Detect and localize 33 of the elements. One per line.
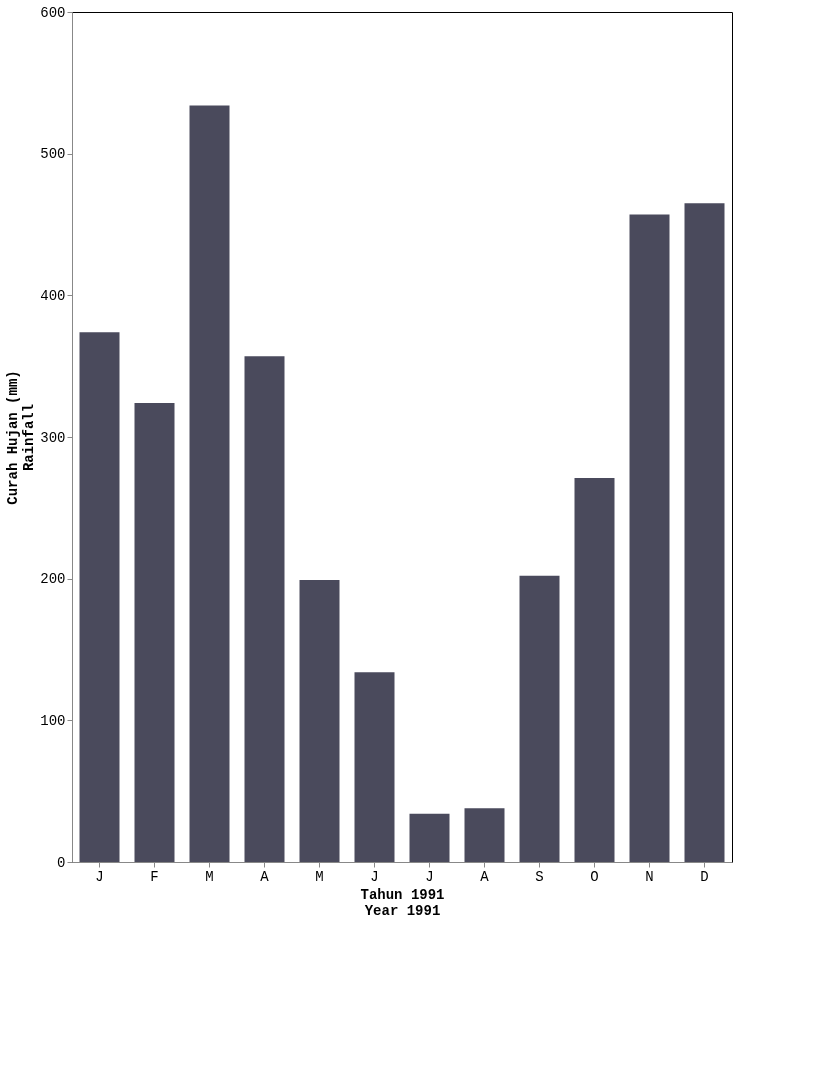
x-axis-title: Tahun 1991 Year 1991 — [360, 886, 445, 919]
bar — [299, 580, 340, 862]
x-tick-label: D — [700, 868, 709, 885]
y-axis-title: Curah Hujan (mm) Rainfall — [5, 370, 38, 505]
x-tick-label: O — [590, 868, 599, 885]
x-tick-label: S — [535, 868, 544, 885]
bar — [354, 672, 395, 862]
bar — [574, 478, 615, 862]
x-tick-label: J — [425, 868, 434, 885]
x-tick-label: M — [315, 868, 324, 885]
y-tick-label: 600 — [40, 4, 66, 21]
x-tick-label: M — [205, 868, 214, 885]
y-tick-label: 300 — [40, 429, 66, 446]
y-tick-label: 500 — [40, 146, 66, 163]
x-tick-label: J — [95, 868, 104, 885]
bar — [519, 575, 560, 862]
x-tick-label: F — [150, 868, 159, 885]
bar — [684, 203, 725, 862]
bar — [189, 105, 230, 862]
x-tick-label: J — [370, 868, 379, 885]
y-tick-label: 200 — [40, 571, 66, 588]
y-tick-label: 400 — [40, 287, 66, 304]
y-tick-label: 100 — [40, 712, 66, 729]
x-tick-label: A — [260, 868, 270, 885]
y-tick-label: 0 — [57, 854, 66, 871]
bar — [629, 214, 670, 862]
x-tick-label: A — [480, 868, 490, 885]
bar — [244, 356, 285, 862]
bar — [464, 808, 505, 862]
bar — [79, 332, 120, 862]
bar — [409, 813, 450, 862]
bar — [134, 403, 175, 862]
x-tick-label: N — [645, 868, 654, 885]
